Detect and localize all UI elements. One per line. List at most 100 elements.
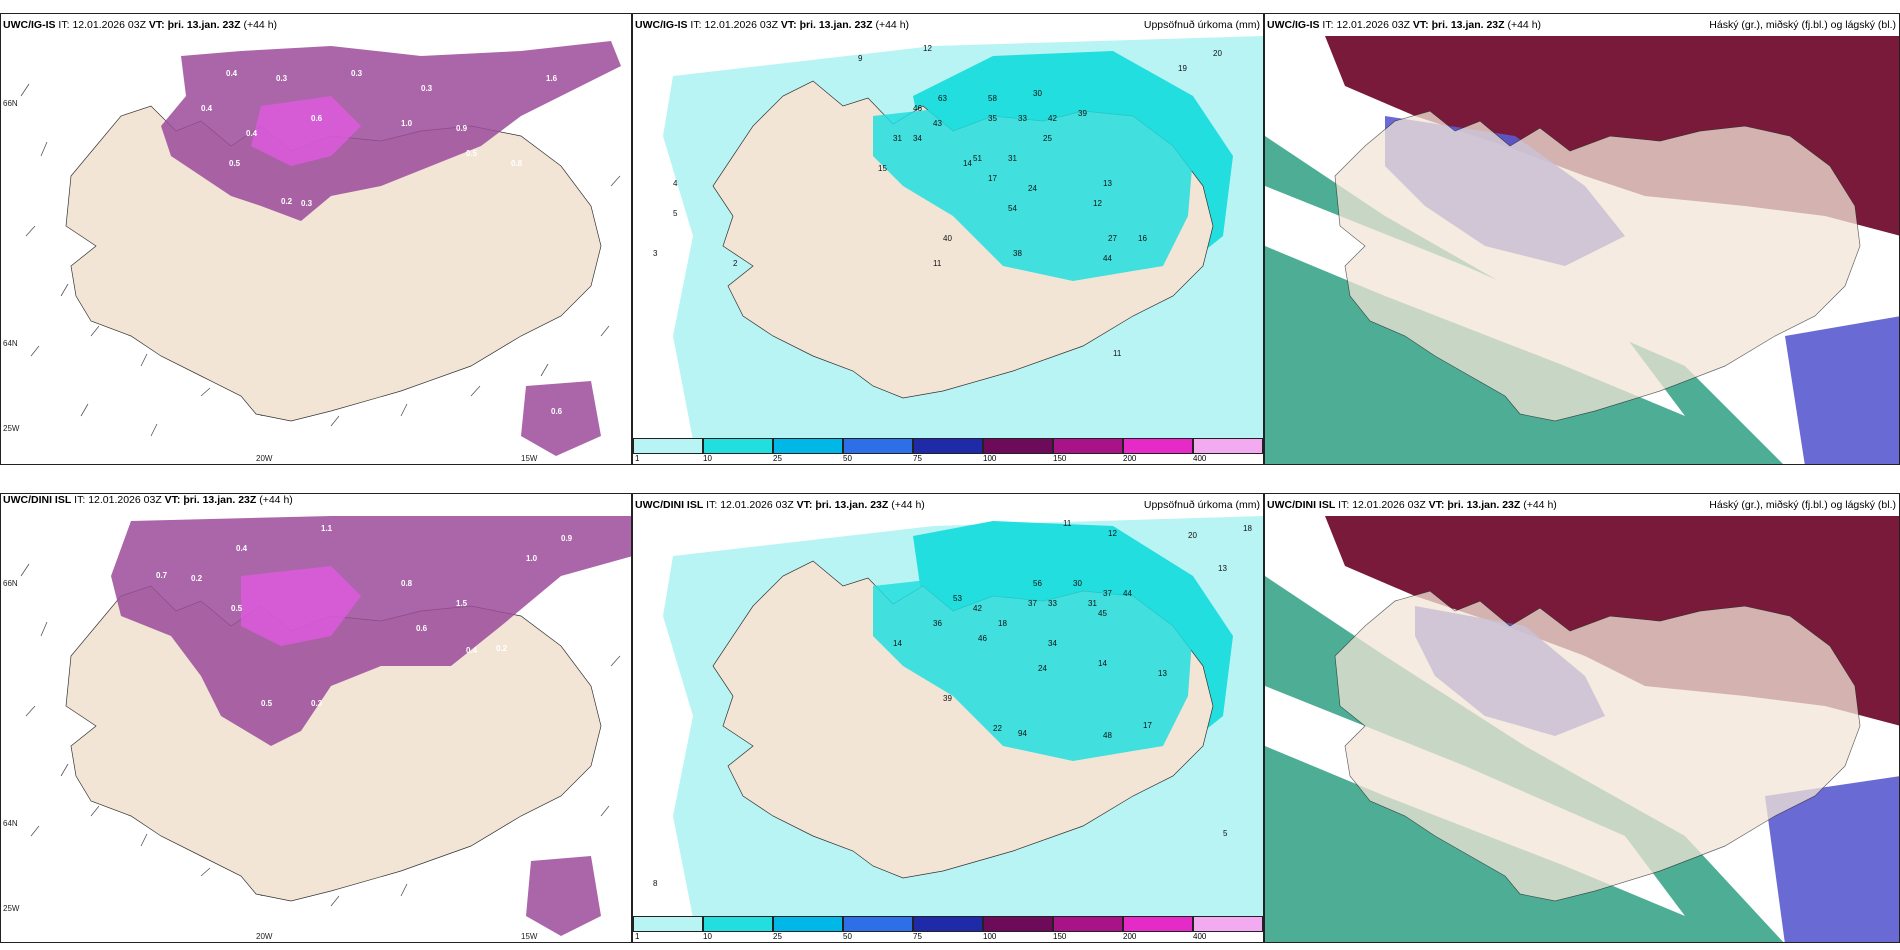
svg-text:30: 30 bbox=[1073, 579, 1082, 588]
lat-label-64n: 64N bbox=[3, 819, 18, 828]
panel-header: UWC/IG-IS IT: 12.01.2026 03Z VT: þri. 13… bbox=[1, 14, 631, 36]
lat-label-66n: 66N bbox=[3, 579, 18, 588]
mid-cloud-se bbox=[1765, 776, 1899, 942]
svg-text:33: 33 bbox=[1048, 599, 1057, 608]
colorbar-swatch-3 bbox=[773, 438, 843, 454]
precip-over-land bbox=[873, 96, 1193, 281]
svg-text:48: 48 bbox=[1103, 731, 1112, 740]
colorbar-swatch-9 bbox=[1193, 438, 1263, 454]
svg-text:22: 22 bbox=[993, 724, 1002, 733]
svg-text:34: 34 bbox=[913, 134, 922, 143]
svg-text:0.5: 0.5 bbox=[261, 699, 273, 708]
svg-text:5: 5 bbox=[673, 209, 678, 218]
colorbar-swatch-5 bbox=[913, 438, 983, 454]
colorbar-tick: 200 bbox=[1123, 932, 1137, 941]
lon-label-25w: 25W bbox=[3, 904, 20, 913]
colorbar-swatch-1 bbox=[633, 916, 703, 932]
svg-text:34: 34 bbox=[1048, 639, 1057, 648]
svg-text:27: 27 bbox=[1108, 234, 1117, 243]
svg-text:16: 16 bbox=[1138, 234, 1147, 243]
mid-cloud-se bbox=[1785, 316, 1899, 464]
svg-text:0.5: 0.5 bbox=[231, 604, 243, 613]
svg-text:1.1: 1.1 bbox=[321, 524, 333, 533]
colorbar-swatch-5 bbox=[913, 916, 983, 932]
svg-text:9: 9 bbox=[858, 54, 863, 63]
svg-text:0.9: 0.9 bbox=[456, 124, 468, 133]
svg-text:0.4: 0.4 bbox=[246, 129, 258, 138]
svg-text:44: 44 bbox=[1103, 254, 1112, 263]
precip-map: 11 12 20 18 13 56 37 33 30 37 44 53 42 3… bbox=[633, 516, 1263, 918]
svg-text:0.3: 0.3 bbox=[351, 69, 363, 78]
lat-label-66n: 66N bbox=[3, 99, 18, 108]
svg-text:11: 11 bbox=[1113, 349, 1122, 358]
svg-text:0.4: 0.4 bbox=[226, 69, 238, 78]
colorbar-swatch-6 bbox=[983, 438, 1053, 454]
svg-text:40: 40 bbox=[943, 234, 952, 243]
svg-text:56: 56 bbox=[1033, 579, 1042, 588]
svg-text:20: 20 bbox=[1188, 531, 1197, 540]
svg-text:5: 5 bbox=[1223, 829, 1228, 838]
colorbar-tick: 1 bbox=[635, 932, 640, 941]
svg-text:37: 37 bbox=[1028, 599, 1037, 608]
colorbar-tick: 100 bbox=[983, 932, 997, 941]
colorbar-tick: 50 bbox=[843, 454, 852, 463]
svg-text:0.3: 0.3 bbox=[311, 699, 323, 708]
svg-text:3: 3 bbox=[653, 249, 658, 258]
colorbar-tick: 150 bbox=[1053, 932, 1067, 941]
svg-text:17: 17 bbox=[1143, 721, 1152, 730]
panel-cloud-bottom: UWC/DINI ISL IT: 12.01.2026 03Z VT: þri.… bbox=[1264, 493, 1900, 943]
svg-text:2: 2 bbox=[733, 259, 738, 268]
lon-label-20w: 20W bbox=[256, 454, 273, 463]
snow-map: 0.4 0.3 0.3 0.6 1.6 0.4 0.4 0.3 1.0 0.5 … bbox=[1, 36, 631, 464]
colorbar-swatch-2 bbox=[703, 438, 773, 454]
svg-text:33: 33 bbox=[1018, 114, 1027, 123]
svg-text:31: 31 bbox=[1088, 599, 1097, 608]
svg-text:39: 39 bbox=[1078, 109, 1087, 118]
snow-patch-se bbox=[521, 381, 601, 456]
lon-label-20w: 20W bbox=[256, 932, 273, 941]
colorbar-tick: 75 bbox=[913, 932, 922, 941]
svg-text:0.3: 0.3 bbox=[421, 84, 433, 93]
svg-text:1.0: 1.0 bbox=[526, 554, 538, 563]
svg-text:44: 44 bbox=[1123, 589, 1132, 598]
svg-text:13: 13 bbox=[1158, 669, 1167, 678]
svg-text:1.5: 1.5 bbox=[456, 599, 468, 608]
svg-text:18: 18 bbox=[998, 619, 1007, 628]
snow-core bbox=[251, 96, 361, 166]
svg-text:13: 13 bbox=[1218, 564, 1227, 573]
svg-text:42: 42 bbox=[973, 604, 982, 613]
lon-label-25w: 25W bbox=[3, 424, 20, 433]
precip-values: 11 12 20 18 13 56 37 33 30 37 44 53 42 3… bbox=[653, 519, 1252, 888]
svg-text:0.4: 0.4 bbox=[236, 544, 248, 553]
colorbar-tick: 10 bbox=[703, 932, 712, 941]
precip-over-land bbox=[873, 566, 1193, 761]
svg-text:1.6: 1.6 bbox=[546, 74, 558, 83]
colorbar-tick: 400 bbox=[1193, 454, 1207, 463]
colorbar-swatch-2 bbox=[703, 916, 773, 932]
colorbar-swatch-4 bbox=[843, 916, 913, 932]
colorbar-swatch-3 bbox=[773, 916, 843, 932]
precip-values: 12 9 20 19 46 63 58 30 35 33 42 39 31 34… bbox=[653, 44, 1222, 358]
svg-text:31: 31 bbox=[1008, 154, 1017, 163]
svg-text:0.7: 0.7 bbox=[156, 571, 168, 580]
svg-text:17: 17 bbox=[988, 174, 997, 183]
svg-text:14: 14 bbox=[1098, 659, 1107, 668]
panel-cloud-top: UWC/IG-IS IT: 12.01.2026 03Z VT: þri. 13… bbox=[1264, 13, 1900, 465]
svg-text:51: 51 bbox=[973, 154, 982, 163]
panel-snow-top: UWC/IG-IS IT: 12.01.2026 03Z VT: þri. 13… bbox=[0, 13, 632, 465]
colorbar-tick: 50 bbox=[843, 932, 852, 941]
snow-map: 1.1 0.9 0.4 0.7 0.2 0.5 1.5 0.8 0.4 0.2 … bbox=[1, 516, 631, 942]
cloud-map bbox=[1265, 36, 1899, 464]
svg-text:45: 45 bbox=[1098, 609, 1107, 618]
svg-text:31: 31 bbox=[893, 134, 902, 143]
svg-text:14: 14 bbox=[893, 639, 902, 648]
svg-text:46: 46 bbox=[978, 634, 987, 643]
colorbar-swatch-8 bbox=[1123, 438, 1193, 454]
colorbar-swatch-7 bbox=[1053, 916, 1123, 932]
svg-text:14: 14 bbox=[963, 159, 972, 168]
svg-text:4: 4 bbox=[673, 179, 678, 188]
colorbar-swatch-8 bbox=[1123, 916, 1193, 932]
svg-text:0.2: 0.2 bbox=[496, 644, 508, 653]
svg-text:0.3: 0.3 bbox=[301, 199, 313, 208]
svg-text:15: 15 bbox=[878, 164, 887, 173]
